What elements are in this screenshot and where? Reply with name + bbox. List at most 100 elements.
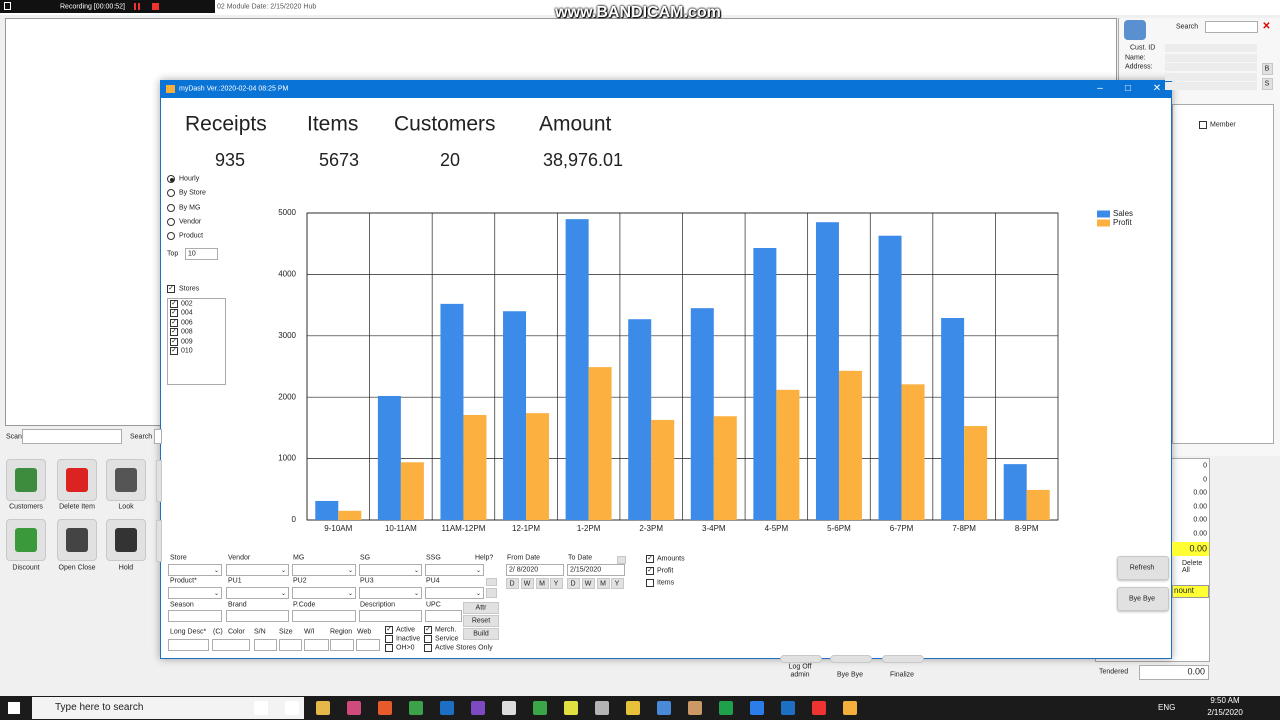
filter-combo[interactable]: ⌄ [359,587,422,599]
window-control[interactable]: ✕ [1152,83,1162,94]
tool-button-label[interactable]: Look [118,503,134,511]
pause[interactable] [134,3,136,10]
bye-bye[interactable]: Bye Bye [836,671,864,679]
status-label[interactable]: OH>0 [396,644,415,652]
action-button[interactable]: Refresh [1129,564,1155,572]
status-label[interactable]: Active Stores Only [435,644,493,652]
status-label[interactable]: Active [396,626,416,634]
store-check[interactable]: ✓ [170,337,178,346]
taskbar-icon[interactable] [285,701,299,715]
tool-button[interactable] [156,520,162,562]
store-check[interactable]: ✓ [170,318,178,327]
filter-combo[interactable]: ⌄ [168,564,222,576]
taskbar-search-text[interactable]: Type here to search [55,702,144,713]
store-item[interactable]: 010 [181,347,193,355]
period-button[interactable]: Y [553,580,559,588]
member-check[interactable] [1199,121,1207,129]
filter-input[interactable] [330,639,354,651]
period-button[interactable]: Y [614,580,620,588]
group-option[interactable]: By MG [179,204,201,212]
taskbar-icon[interactable] [347,701,361,715]
store-check[interactable]: ✓ [170,300,178,308]
group-option[interactable]: Product [179,232,204,240]
period-button[interactable] [521,578,534,589]
period-button[interactable] [536,578,549,589]
window-control[interactable]: – [1097,83,1103,94]
status-label[interactable]: Merch. [435,626,457,634]
period-button[interactable] [506,578,519,589]
pos-button[interactable] [882,655,924,663]
group-option[interactable]: Vendor [179,218,202,226]
period-button[interactable]: M [600,580,606,588]
tool-button-label[interactable]: Hold [118,564,134,572]
status-label[interactable]: Service [435,635,459,643]
clear-button[interactable]: ✕ [1262,21,1271,32]
taskbar-icon[interactable] [812,701,826,715]
filter-combo[interactable]: ⌄ [359,564,422,576]
filter-button[interactable]: Attr [475,604,487,612]
finalize[interactable]: Finalize [889,671,915,679]
stop[interactable] [152,3,159,10]
filter-input[interactable] [359,610,422,622]
period-button[interactable]: M [539,580,545,588]
radio[interactable] [167,175,175,183]
display-check[interactable]: ✓ [646,567,654,575]
store-item[interactable]: 006 [181,319,193,327]
filter-button[interactable] [463,628,499,640]
store-check[interactable]: ✓ [170,328,178,337]
filter-combo[interactable]: ⌄ [226,564,289,576]
period-button[interactable]: W [584,580,592,588]
taskbar-icon[interactable] [626,701,640,715]
radio[interactable] [167,218,175,226]
filter-input[interactable] [226,610,289,622]
group-option[interactable]: Hourly [179,175,200,183]
taskbar-icon[interactable] [595,701,609,715]
period-button[interactable] [567,578,580,589]
store-item[interactable]: 008 [181,328,193,336]
taskbar-icon[interactable] [781,701,795,715]
filter-input[interactable] [212,639,250,651]
taskbar-icon[interactable] [688,701,702,715]
filter-combo[interactable]: ⌄ [425,564,484,576]
taskbar-icon[interactable] [409,701,423,715]
store-item[interactable]: 009 [181,338,193,346]
filter-button[interactable]: Build [473,630,489,638]
taskbar-icon[interactable] [657,701,671,715]
taskbar-icon[interactable] [378,701,392,715]
display-check[interactable]: ✓ [646,555,654,563]
period-button[interactable] [597,578,610,589]
star-button[interactable] [486,588,497,598]
period-button[interactable] [582,578,595,589]
store-item[interactable]: 004 [181,309,193,317]
taskbar-icon[interactable] [254,701,268,715]
taskbar-icon[interactable] [502,701,516,715]
store-item[interactable]: 002 [181,300,193,308]
filter-button[interactable] [463,615,499,627]
taskbar-icon[interactable] [843,701,857,715]
radio[interactable] [167,204,175,212]
period-button[interactable] [550,578,563,589]
filter-input[interactable] [168,639,209,651]
status-check[interactable] [424,644,432,652]
filter-combo[interactable]: ⌄ [425,587,484,599]
action-button[interactable]: Bye Bye [1128,595,1156,603]
scan-input[interactable] [22,429,122,444]
action-button[interactable] [1117,587,1169,611]
pos-button[interactable] [830,655,872,663]
s-button[interactable]: S [1264,80,1270,88]
filter-button[interactable] [463,602,499,614]
status-check[interactable] [424,635,432,643]
taskbar-icon[interactable] [533,701,547,715]
stores-check[interactable]: ✓ [167,285,175,293]
period-button[interactable] [611,578,624,589]
store-check[interactable]: ✓ [170,309,178,318]
filter-input[interactable] [356,639,380,651]
period-button[interactable]: W [523,580,531,588]
tool-button-label[interactable]: Delete Item [59,503,95,511]
taskbar-icon[interactable] [471,701,485,715]
pause[interactable] [138,3,140,10]
filter-input[interactable] [304,639,329,651]
radio[interactable] [167,189,175,197]
radio[interactable] [167,232,175,240]
filter-input[interactable] [292,610,356,622]
